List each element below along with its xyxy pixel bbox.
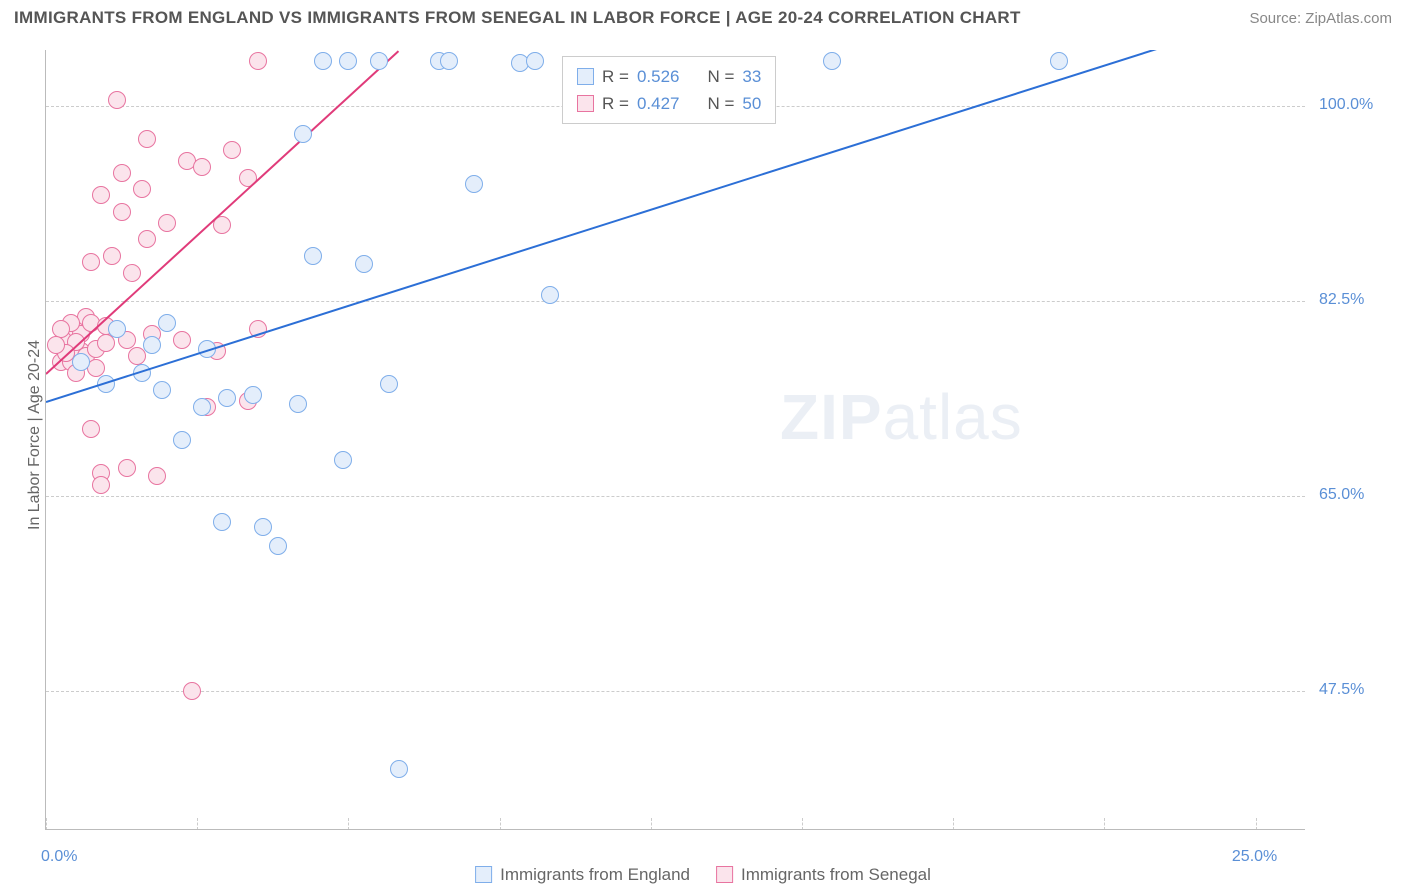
legend-swatch xyxy=(475,866,492,883)
data-point-england xyxy=(526,52,544,70)
gridline-h xyxy=(46,496,1305,497)
bottom-legend: Immigrants from England Immigrants from S… xyxy=(475,861,931,888)
gridline-v xyxy=(1104,818,1105,830)
data-point-england xyxy=(143,336,161,354)
legend-row-senegal: R = 0.427 N = 50 xyxy=(577,90,761,117)
y-axis-title: In Labor Force | Age 20-24 xyxy=(26,340,44,530)
legend-n-value: 50 xyxy=(742,90,761,117)
data-point-senegal xyxy=(118,459,136,477)
data-point-england xyxy=(173,431,191,449)
gridline-h xyxy=(46,691,1305,692)
bottom-legend-item-senegal: Immigrants from Senegal xyxy=(716,861,931,888)
data-point-senegal xyxy=(82,253,100,271)
data-point-senegal xyxy=(128,347,146,365)
trend-line-senegal xyxy=(45,50,399,375)
data-point-england xyxy=(334,451,352,469)
title-bar: IMMIGRANTS FROM ENGLAND VS IMMIGRANTS FR… xyxy=(0,0,1406,32)
data-point-england xyxy=(304,247,322,265)
gridline-v xyxy=(46,818,47,830)
data-point-senegal xyxy=(108,91,126,109)
data-point-england xyxy=(108,320,126,338)
y-tick-label: 100.0% xyxy=(1319,96,1373,114)
legend-r-value: 0.526 xyxy=(637,63,680,90)
data-point-senegal xyxy=(52,320,70,338)
x-tick-label: 0.0% xyxy=(41,848,77,866)
data-point-england xyxy=(193,398,211,416)
data-point-england xyxy=(294,125,312,143)
data-point-england xyxy=(289,395,307,413)
legend-box: R = 0.526 N = 33 R = 0.427 N = 50 xyxy=(562,56,776,124)
y-tick-label: 65.0% xyxy=(1319,486,1364,504)
data-point-england xyxy=(823,52,841,70)
bottom-legend-label: Immigrants from England xyxy=(500,861,690,888)
legend-n-value: 33 xyxy=(742,63,761,90)
chart-container: IMMIGRANTS FROM ENGLAND VS IMMIGRANTS FR… xyxy=(0,0,1406,892)
gridline-v xyxy=(348,818,349,830)
gridline-v xyxy=(500,818,501,830)
gridline-v xyxy=(197,818,198,830)
data-point-senegal xyxy=(173,331,191,349)
bottom-legend-label: Immigrants from Senegal xyxy=(741,861,931,888)
data-point-england xyxy=(153,381,171,399)
gridline-v xyxy=(1256,818,1257,830)
data-point-senegal xyxy=(113,203,131,221)
gridline-v xyxy=(651,818,652,830)
data-point-senegal xyxy=(183,682,201,700)
data-point-england xyxy=(390,760,408,778)
data-point-senegal xyxy=(148,467,166,485)
gridline-v xyxy=(953,818,954,830)
data-point-england xyxy=(1050,52,1068,70)
data-point-senegal xyxy=(47,336,65,354)
data-point-england xyxy=(440,52,458,70)
data-point-senegal xyxy=(223,141,241,159)
data-point-england xyxy=(541,286,559,304)
legend-swatch xyxy=(577,68,594,85)
data-point-england xyxy=(380,375,398,393)
data-point-senegal xyxy=(92,476,110,494)
data-point-senegal xyxy=(138,230,156,248)
data-point-england xyxy=(465,175,483,193)
y-tick-label: 47.5% xyxy=(1319,681,1364,699)
data-point-senegal xyxy=(82,420,100,438)
data-point-senegal xyxy=(133,180,151,198)
data-point-england xyxy=(355,255,373,273)
legend-n-label: N = xyxy=(707,63,734,90)
legend-swatch xyxy=(716,866,733,883)
y-tick-label: 82.5% xyxy=(1319,291,1364,309)
legend-r-label: R = xyxy=(602,90,629,117)
legend-swatch xyxy=(577,95,594,112)
data-point-england xyxy=(370,52,388,70)
bottom-legend-item-england: Immigrants from England xyxy=(475,861,690,888)
chart-source: Source: ZipAtlas.com xyxy=(1249,10,1392,27)
data-point-senegal xyxy=(138,130,156,148)
legend-n-label: N = xyxy=(707,90,734,117)
data-point-senegal xyxy=(123,264,141,282)
legend-r-value: 0.427 xyxy=(637,90,680,117)
data-point-england xyxy=(158,314,176,332)
data-point-england xyxy=(244,386,262,404)
data-point-senegal xyxy=(249,52,267,70)
legend-row-england: R = 0.526 N = 33 xyxy=(577,63,761,90)
x-tick-label: 25.0% xyxy=(1232,848,1277,866)
data-point-senegal xyxy=(193,158,211,176)
data-point-england xyxy=(72,353,90,371)
data-point-england xyxy=(254,518,272,536)
data-point-england xyxy=(339,52,357,70)
gridline-v xyxy=(802,818,803,830)
legend-r-label: R = xyxy=(602,63,629,90)
gridline-h xyxy=(46,301,1305,302)
chart-title: IMMIGRANTS FROM ENGLAND VS IMMIGRANTS FR… xyxy=(14,8,1021,28)
data-point-england xyxy=(314,52,332,70)
data-point-senegal xyxy=(158,214,176,232)
plot-area xyxy=(45,50,1305,830)
data-point-england xyxy=(218,389,236,407)
data-point-england xyxy=(269,537,287,555)
data-point-senegal xyxy=(92,186,110,204)
data-point-senegal xyxy=(103,247,121,265)
data-point-england xyxy=(213,513,231,531)
data-point-senegal xyxy=(113,164,131,182)
